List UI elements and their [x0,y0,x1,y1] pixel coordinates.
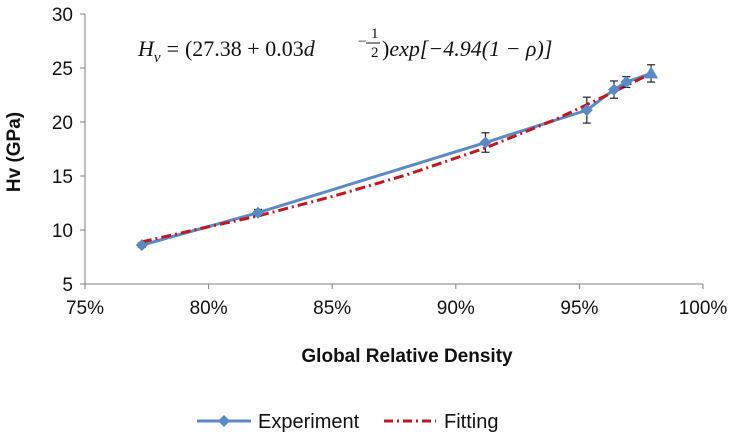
eq-part3: exp[−4.94(1 − ρ)] [389,36,552,61]
y-axis-title: Hv (GPa) [4,112,25,192]
x-axis-ticks: 75% 80% 85% 90% 95% 100% [66,284,727,319]
experiment-line [141,71,652,247]
x-tick-label: 80% [190,298,228,319]
y-tick-label: 20 [52,113,73,134]
experiment-point [580,104,593,117]
experiment-point [608,83,621,96]
eq-d: d [304,36,316,61]
experiment-point [644,66,659,79]
y-tick-label: 5 [62,275,73,296]
svg-text:Hv=(27.38 + 0.03d: Hv = (27.38 + 0.03d [137,36,316,66]
fitting-line [141,72,652,244]
legend: Experiment Fitting [197,411,498,433]
eq-exp-den: 2 [371,45,379,61]
x-tick-label: 95% [560,298,598,319]
eq-part2: ) [382,36,389,61]
x-tick-label: 85% [313,298,351,319]
eq-lhs-subscript: v [154,50,161,66]
x-axis-title: Global Relative Density [301,346,513,367]
x-tick-label: 75% [66,298,104,319]
y-tick-label: 10 [52,221,73,242]
legend-fitting-label: Fitting [444,411,498,433]
eq-equals: = [167,36,179,61]
x-tick-label: 90% [437,298,475,319]
eq-lhs: H [137,36,155,61]
eq-exp-minus: − [358,34,366,50]
experiment-point [479,136,492,149]
series-layer [135,64,659,252]
y-axis-ticks: 5 10 15 20 25 30 [52,5,85,296]
experiment-point [135,239,148,252]
experiment-point [620,76,633,89]
fit-equation: Hv = (27.38 + 0.03d − 1 2 )exp[−4.94(1 − ρ… [137,26,552,66]
y-tick-label: 25 [52,59,73,80]
legend-experiment-marker [218,415,230,427]
experiment-point [252,206,265,219]
eq-exp-num: 1 [371,26,379,42]
svg-text:)exp[−4.94(1 − ρ)]: )exp[−4.94(1 − ρ)] [382,36,552,61]
y-tick-label: 15 [52,167,73,188]
y-tick-label: 30 [52,5,73,26]
eq-part1: (27.38 + 0.03 [185,36,304,61]
x-tick-label: 100% [679,298,728,319]
legend-experiment-label: Experiment [258,411,360,433]
